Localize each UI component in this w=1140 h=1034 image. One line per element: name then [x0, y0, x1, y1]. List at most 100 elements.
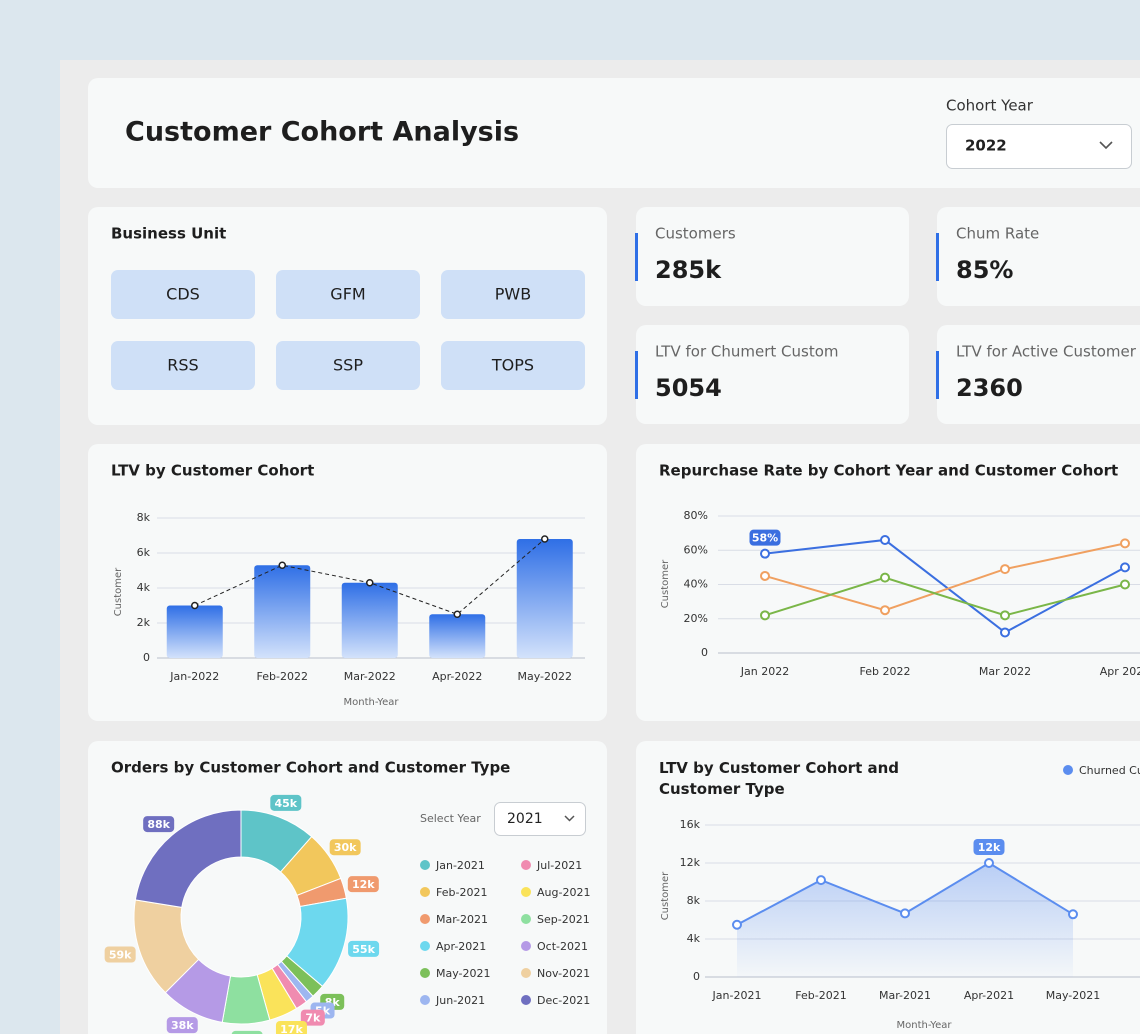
point: [1120, 562, 1130, 573]
value-badge: [143, 816, 175, 833]
unit-button[interactable]: [111, 341, 255, 390]
header-card: [88, 78, 1140, 188]
chevron: [564, 815, 575, 822]
x-axis-label: Month-Year: [897, 1020, 953, 1031]
x-tick-label: Jan-2021: [712, 989, 762, 1002]
filter-label: Cohort Year: [946, 97, 1034, 115]
chevron: [1099, 141, 1113, 150]
unit-button-label: GFM: [330, 285, 365, 304]
legend-label: Mar-2021: [436, 913, 488, 926]
kpi-value: 2360: [956, 374, 1023, 402]
y-tick-label: 4k: [687, 932, 701, 945]
x-tick-label: Mar 2022: [979, 665, 1031, 678]
chart-title: Repurchase Rate by Cohort Year and Custo…: [659, 462, 1118, 480]
value-badge: [275, 1020, 307, 1034]
bar: [516, 539, 573, 658]
point: [760, 610, 770, 621]
kpi-label: Customers: [655, 225, 736, 243]
unit-button[interactable]: [276, 270, 420, 319]
point: [1120, 538, 1130, 549]
point: [760, 570, 770, 581]
legend-swatch: [420, 914, 430, 924]
trend-point: [541, 535, 549, 543]
legend-label: Jun-2021: [435, 994, 485, 1007]
trend-point: [278, 561, 286, 569]
bar: [254, 565, 311, 658]
legend-label: Dec-2021: [537, 994, 590, 1007]
y-tick-label: 0: [701, 646, 708, 659]
chart-title: LTV by Customer Cohort: [111, 462, 314, 480]
year-dropdown[interactable]: [946, 124, 1132, 169]
value-badge: [231, 1030, 263, 1034]
y-tick-label: 16k: [680, 818, 701, 831]
unit-button-label: SSP: [333, 356, 363, 375]
unit-button[interactable]: [111, 270, 255, 319]
y-tick-label: 8k: [137, 511, 151, 524]
legend-label: Aug-2021: [537, 886, 590, 899]
y-tick-label: 20%: [684, 612, 708, 625]
line: [764, 542, 1126, 612]
value-badge: [347, 876, 379, 893]
value-badge: [973, 839, 1005, 855]
value-badge: [104, 946, 136, 963]
y-axis-label: Customer: [113, 567, 124, 616]
kpi-label: LTV for Chumert Custom: [655, 343, 839, 361]
kpi-accent: [635, 351, 638, 399]
kpi-card: [636, 325, 909, 424]
value-badge: [348, 940, 380, 957]
value-label: 28k: [236, 1033, 259, 1034]
year-select[interactable]: [494, 802, 586, 836]
kpi-label: Chum Rate: [956, 225, 1039, 243]
line: [764, 576, 1126, 617]
value-label: 12k: [978, 841, 1001, 854]
unit-button[interactable]: [441, 341, 585, 390]
area: [737, 863, 1073, 977]
chart-title-box: LTV by Customer Cohort and Customer Type: [659, 759, 899, 798]
point: [880, 605, 890, 616]
legend-label: Jul-2021: [536, 859, 582, 872]
y-tick-label: 0: [143, 651, 150, 664]
x-tick-label: Feb 2022: [860, 665, 911, 678]
x-tick-label: Feb-2022: [257, 670, 308, 683]
y-axis-label: Customer: [660, 559, 671, 608]
value-badge: [329, 839, 361, 856]
trend-point: [366, 579, 374, 587]
bar: [166, 605, 223, 658]
y-axis-label: Customer: [660, 871, 671, 920]
legend-swatch: [1063, 765, 1073, 775]
y-tick-label: 2k: [137, 616, 151, 629]
trend-point: [453, 610, 461, 618]
x-tick-label: Mar-2022: [344, 670, 396, 683]
legend-label: Feb-2021: [436, 886, 487, 899]
x-axis-label: Month-Year: [344, 697, 400, 708]
point: [1000, 610, 1010, 621]
point: [760, 548, 770, 559]
legend-swatch: [521, 968, 531, 978]
value-badge: [166, 1017, 198, 1034]
select-label: Select Year: [420, 812, 481, 825]
unit-button[interactable]: [441, 270, 585, 319]
x-tick-label: Apr-2021: [964, 989, 1014, 1002]
kpi-value: 5054: [655, 374, 722, 402]
legend-label: Jan-2021: [435, 859, 485, 872]
kpi-label: LTV for Active Customer: [956, 343, 1137, 361]
x-tick-label: May-2022: [517, 670, 572, 683]
value-label: 58%: [752, 532, 778, 545]
bar: [429, 614, 486, 658]
slice: [134, 809, 242, 908]
legend-label: Nov-2021: [537, 967, 590, 980]
x-tick-label: Jan 2022: [740, 665, 789, 678]
value-label: 30k: [334, 841, 357, 854]
legend-swatch: [521, 995, 531, 1005]
unit-button[interactable]: [276, 341, 420, 390]
point: [984, 858, 994, 868]
kpi-value: 85%: [956, 256, 1013, 284]
legend-swatch: [521, 860, 531, 870]
value-badge: [270, 794, 302, 811]
kpi-card: [937, 325, 1140, 424]
y-tick-label: 60%: [684, 543, 708, 556]
y-tick-label: 0: [693, 970, 700, 983]
y-tick-label: 6k: [137, 546, 151, 559]
legend-swatch: [420, 968, 430, 978]
x-tick-label: Mar-2021: [879, 989, 931, 1002]
